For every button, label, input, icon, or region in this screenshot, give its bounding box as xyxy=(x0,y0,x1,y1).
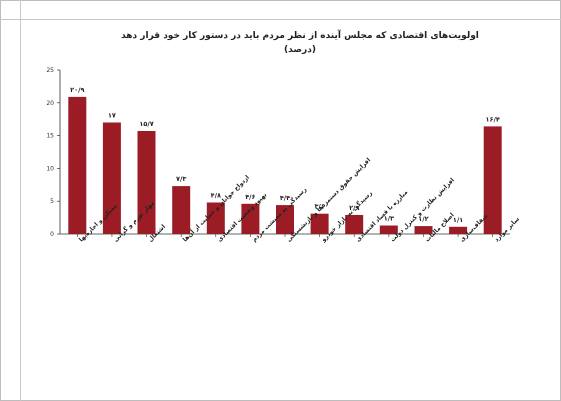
top-guide-line xyxy=(0,19,561,20)
data-label: ۴/۴ xyxy=(280,194,290,202)
y-tick-label: 5 xyxy=(50,198,54,205)
bar xyxy=(345,215,364,234)
bar xyxy=(241,203,260,234)
y-tick-label: 20 xyxy=(46,100,54,107)
data-label: ۷/۳ xyxy=(176,175,186,183)
data-label: ۱/۲ xyxy=(418,215,428,223)
data-label: ۴/۶ xyxy=(245,193,255,201)
bar xyxy=(68,96,87,235)
bar xyxy=(310,213,329,234)
data-label: ۲/۹ xyxy=(349,204,359,212)
left-guide-line xyxy=(20,0,21,401)
data-label: ۱/۳ xyxy=(384,214,394,222)
bar xyxy=(449,226,468,234)
chart-subtitle: (درصد) xyxy=(284,45,316,55)
bar xyxy=(137,131,156,234)
bar xyxy=(102,122,121,234)
bar xyxy=(172,186,191,234)
data-label: ۴/۸ xyxy=(211,192,221,200)
data-label: ۱/۱ xyxy=(453,216,463,224)
chart-title: اولویت‌های اقتصادی که مجلس آینده از نظر … xyxy=(121,29,479,41)
bar xyxy=(379,225,398,234)
y-tick-label: 0 xyxy=(50,231,54,238)
y-tick-label: 25 xyxy=(46,67,54,74)
bar xyxy=(276,205,294,234)
y-tick-label: 15 xyxy=(46,133,54,140)
bar xyxy=(206,202,225,234)
data-label: ۱۶/۴ xyxy=(486,115,500,123)
data-label: ۱۷ xyxy=(108,111,116,119)
y-tick-label: 10 xyxy=(46,165,54,172)
data-label: ۱۵/۷ xyxy=(139,120,153,128)
bar xyxy=(483,126,502,234)
data-label: ۲۰/۹ xyxy=(70,86,84,94)
data-label: ۳/۱ xyxy=(314,203,324,211)
bar xyxy=(414,226,433,234)
